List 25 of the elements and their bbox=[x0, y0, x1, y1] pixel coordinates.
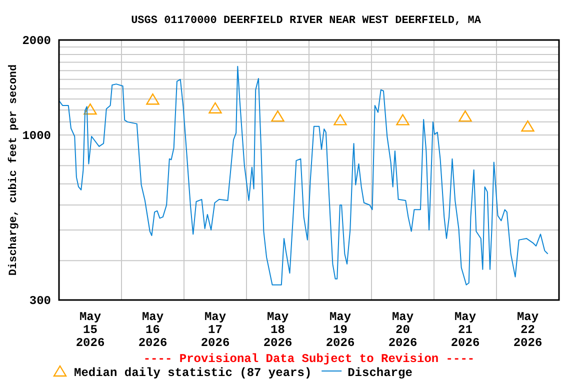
legend-label: Discharge bbox=[348, 366, 412, 380]
point bbox=[84, 103, 97, 115]
point bbox=[334, 114, 347, 126]
x-tick-label: May 18 2026 bbox=[263, 310, 292, 350]
line-series bbox=[59, 66, 548, 286]
y-tick-label: 2000 bbox=[22, 34, 51, 48]
x-tick-label: May 16 2026 bbox=[138, 310, 168, 350]
point bbox=[146, 93, 160, 105]
x-tick-label: May 19 2026 bbox=[326, 310, 355, 350]
text: ---- Provisional Data Subject to Revision ---- bbox=[143, 352, 475, 366]
point bbox=[521, 120, 534, 132]
point bbox=[396, 114, 410, 126]
x-tick-label: May 21 2026 bbox=[450, 310, 480, 350]
y-tick-label: 1000 bbox=[22, 128, 51, 143]
x-tick-label: May 22 2026 bbox=[513, 310, 542, 350]
x-tick-label: May 17 2026 bbox=[200, 310, 230, 350]
point bbox=[458, 110, 472, 122]
chart-title: USGS 01170000 DEERFIELD RIVER NEAR WEST DEERFIELD, MA bbox=[131, 15, 482, 27]
x-tick-label: May 15 2026 bbox=[76, 310, 105, 350]
point bbox=[208, 102, 222, 114]
y-tick-label: 300 bbox=[29, 294, 51, 308]
x-tick-label: May 20 2026 bbox=[388, 310, 418, 350]
point bbox=[271, 110, 284, 122]
y-axis-title: Discharge, cubic feet per second bbox=[7, 64, 20, 276]
legend-label: Median daily statistic (87 years) bbox=[74, 366, 312, 380]
